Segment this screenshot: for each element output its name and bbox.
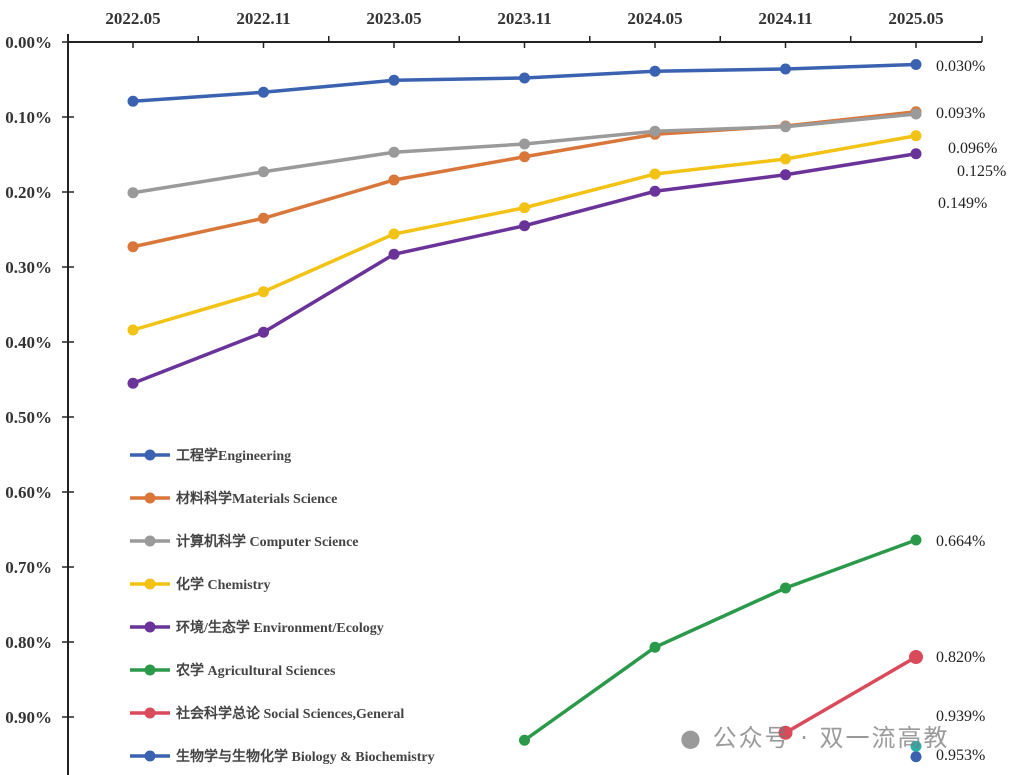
y-tick-label: 0.20% — [5, 183, 52, 202]
data-point — [127, 324, 139, 336]
legend-marker — [144, 449, 156, 461]
y-tick-label: 0.10% — [5, 108, 52, 127]
data-point — [127, 241, 139, 253]
end-value-label: 0.953% — [936, 747, 985, 764]
legend-label: 环境/生态学 Environment/Ecology — [176, 619, 384, 636]
data-point — [780, 63, 791, 75]
y-tick-label: 0.80% — [5, 633, 52, 652]
x-tick-label: 2023.11 — [497, 9, 551, 28]
data-point — [388, 228, 400, 240]
end-value-label: 0.030% — [936, 58, 985, 75]
y-tick-label: 0.60% — [5, 483, 52, 502]
legend-marker — [144, 664, 156, 676]
x-tick-label: 2023.05 — [366, 9, 421, 28]
data-point — [519, 202, 530, 214]
data-point — [519, 72, 530, 84]
y-tick-label: 0.50% — [5, 408, 52, 427]
data-point — [910, 534, 922, 546]
x-tick-label: 2022.11 — [236, 9, 290, 28]
data-point — [910, 130, 922, 142]
data-point — [388, 174, 400, 186]
data-point — [127, 95, 139, 107]
y-tick-label: 0.40% — [5, 333, 52, 352]
data-point — [649, 65, 661, 77]
series-line — [784, 655, 917, 735]
watermark-text: 公众号 · 双一流高教 — [712, 724, 950, 752]
data-point — [258, 166, 269, 178]
end-value-label: 0.093% — [936, 105, 985, 122]
wechat-icon: ● — [680, 724, 703, 752]
y-tick-label: 0.70% — [5, 558, 52, 577]
data-point — [780, 582, 791, 594]
extra-data-point — [910, 740, 922, 752]
legend-label: 社会科学总论 Social Sciences,General — [175, 705, 404, 722]
end-value-label: 0.096% — [948, 140, 997, 157]
data-point — [127, 187, 139, 199]
data-point — [780, 121, 791, 133]
data-point — [909, 650, 923, 664]
data-point — [258, 286, 269, 298]
data-point — [388, 74, 400, 86]
legend-marker — [144, 750, 156, 762]
x-tick-label: 2024.11 — [758, 9, 812, 28]
data-point — [649, 185, 661, 197]
data-point — [910, 59, 922, 70]
y-tick-label: 0.00% — [5, 33, 52, 52]
legend-label: 工程学Engineering — [176, 447, 291, 464]
series-line — [523, 538, 917, 742]
data-point — [780, 153, 791, 165]
x-tick-label: 2024.05 — [627, 9, 682, 28]
data-point — [388, 146, 400, 158]
legend-marker — [144, 578, 156, 590]
legend-label: 生物学与生物化学 Biology & Biochemistry — [176, 748, 435, 765]
data-point — [258, 86, 269, 98]
y-tick-label: 0.30% — [5, 258, 52, 277]
data-point — [649, 168, 661, 180]
data-point — [780, 169, 791, 181]
data-point — [519, 220, 530, 232]
legend-label: 化学 Chemistry — [176, 576, 271, 593]
data-point — [258, 212, 269, 224]
data-point — [649, 125, 661, 137]
end-value-label: 0.149% — [938, 195, 987, 212]
data-point — [910, 108, 922, 120]
watermark: ● 公众号 · 双一流高教 — [680, 718, 949, 753]
x-tick-label: 2022.05 — [105, 9, 160, 28]
legend-marker — [144, 492, 156, 504]
data-point — [519, 151, 530, 163]
legend-label: 农学 Agricultural Sciences — [175, 662, 336, 679]
y-tick-label: 0.90% — [5, 708, 52, 727]
data-point — [388, 248, 400, 260]
data-point — [519, 138, 530, 150]
series-line — [132, 152, 917, 385]
data-point — [649, 641, 661, 653]
end-value-label: 0.820% — [936, 649, 985, 666]
extra-value-label: 0.939% — [936, 708, 985, 725]
legend-marker — [144, 535, 156, 547]
legend-marker — [144, 621, 156, 633]
end-value-label: 0.664% — [936, 533, 985, 550]
data-point — [910, 751, 922, 763]
legend-label: 材料科学Materials Science — [176, 490, 337, 507]
series-line — [132, 134, 917, 332]
data-point — [519, 734, 530, 746]
end-value-label: 0.125% — [957, 163, 1006, 180]
x-tick-label: 2025.05 — [888, 9, 943, 28]
legend-marker — [144, 707, 156, 719]
data-point — [778, 725, 793, 740]
data-point — [910, 148, 922, 160]
data-point — [258, 326, 269, 338]
legend-label: 计算机科学 Computer Science — [176, 533, 359, 550]
data-point — [127, 377, 139, 389]
